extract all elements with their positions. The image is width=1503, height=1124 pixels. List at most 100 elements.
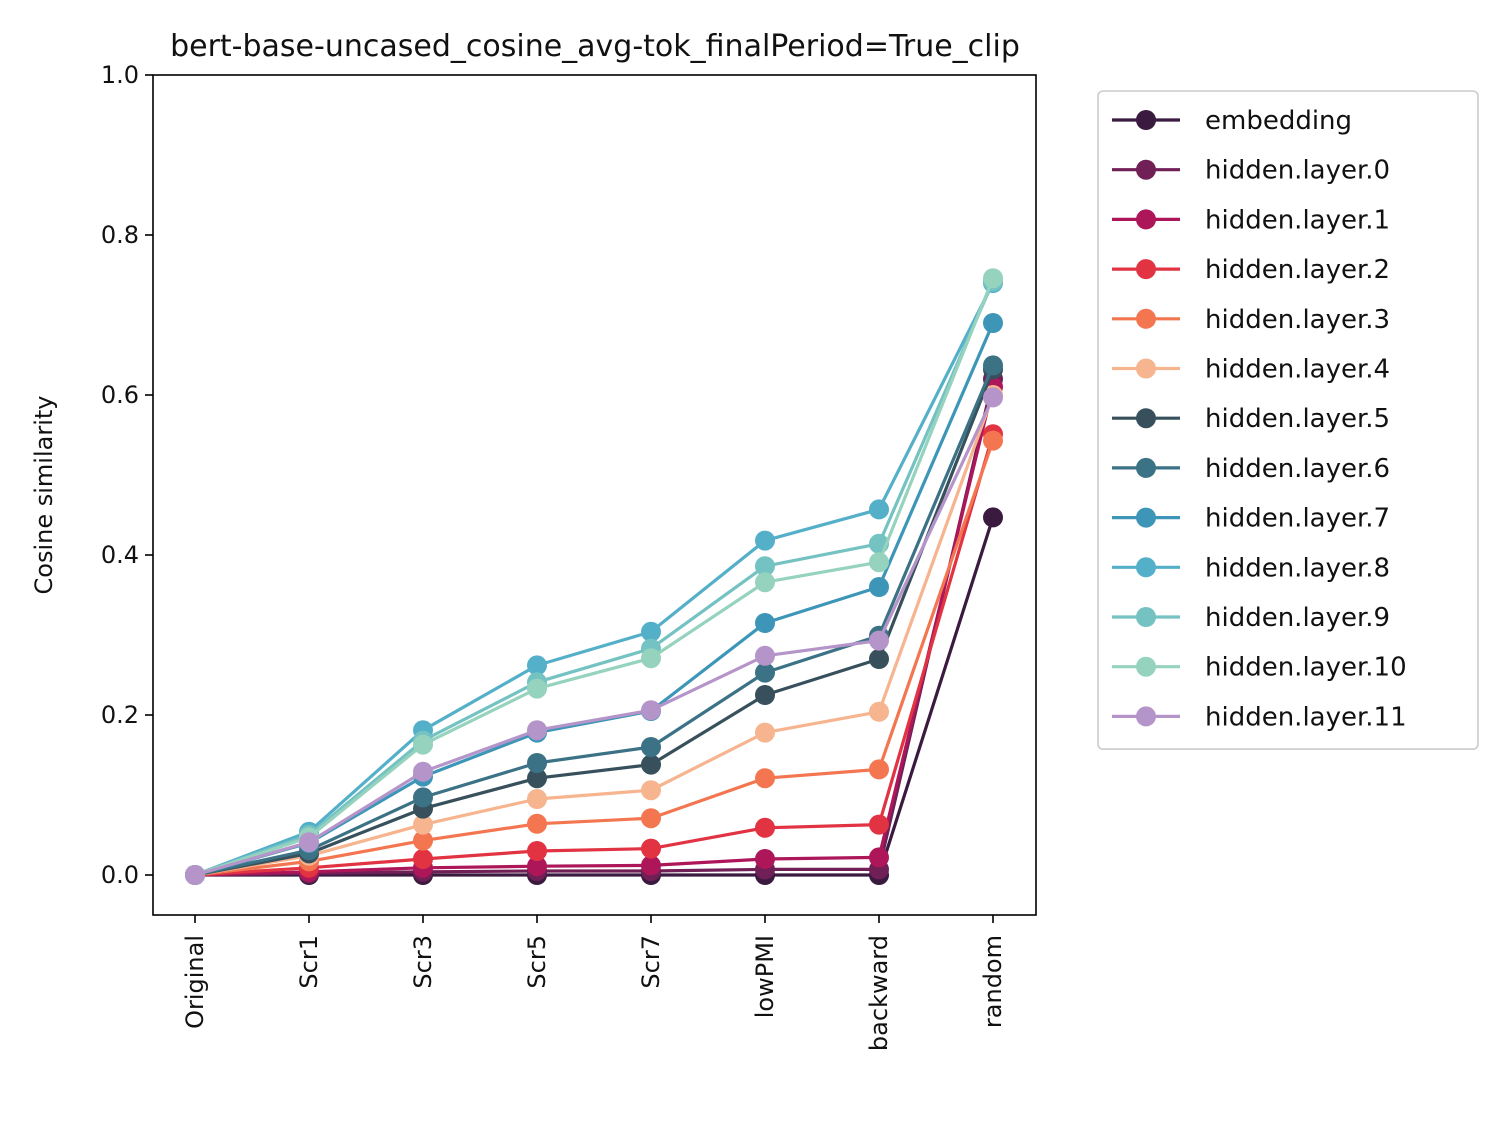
data-point bbox=[755, 849, 775, 869]
legend-swatch-marker bbox=[1136, 308, 1156, 329]
legend-swatch-marker bbox=[1136, 656, 1156, 677]
legend-swatch-marker bbox=[1136, 209, 1156, 230]
x-tick-label-random: random bbox=[979, 935, 1007, 1028]
data-point bbox=[527, 768, 547, 789]
chart-title: bert-base-uncased_cosine_avg-tok_finalPe… bbox=[170, 29, 1020, 64]
series-line bbox=[194, 440, 995, 877]
legend-swatch-marker bbox=[1136, 507, 1156, 528]
series-hidden-layer-11 bbox=[185, 387, 1003, 885]
data-point bbox=[641, 808, 661, 829]
legend-item-hidden-layer-0: hidden.layer.0 bbox=[1112, 156, 1390, 186]
x-tick-label-original: Original bbox=[181, 935, 209, 1029]
data-point bbox=[755, 722, 775, 743]
legend-swatch-marker bbox=[1136, 159, 1156, 180]
data-point bbox=[869, 814, 889, 835]
series-line bbox=[194, 433, 995, 877]
plot-area: 0.0 0.2 0.4 0.6 0.8 1.0 Original Scr1 Scr3 Scr5 Sc… bbox=[101, 61, 1007, 1051]
series-line bbox=[194, 364, 995, 877]
x-tick-label-backward: backward bbox=[865, 935, 893, 1051]
data-point bbox=[755, 817, 775, 838]
legend-item-hidden-layer-6: hidden.layer.6 bbox=[1112, 454, 1390, 484]
data-point bbox=[527, 753, 547, 773]
legend-label: hidden.layer.1 bbox=[1205, 205, 1390, 235]
series-hidden-layer-6 bbox=[185, 355, 1003, 885]
data-point bbox=[527, 655, 547, 676]
data-point bbox=[413, 734, 433, 755]
data-point bbox=[869, 649, 889, 669]
data-point bbox=[527, 678, 547, 699]
legend-item-hidden-layer-10: hidden.layer.10 bbox=[1112, 653, 1407, 683]
legend-swatch-marker bbox=[1136, 457, 1156, 478]
legend-label: hidden.layer.10 bbox=[1205, 653, 1407, 683]
series-line bbox=[194, 378, 995, 877]
series-hidden-layer-5 bbox=[185, 359, 1003, 885]
x-tick-label-lowpmi: lowPMI bbox=[751, 935, 779, 1018]
data-point bbox=[983, 313, 1003, 333]
data-point bbox=[527, 720, 547, 741]
data-point bbox=[413, 814, 433, 835]
legend-item-hidden-layer-8: hidden.layer.8 bbox=[1112, 553, 1390, 583]
legend-label: hidden.layer.7 bbox=[1205, 504, 1390, 534]
x-tick-label-scr1: Scr1 bbox=[295, 935, 323, 989]
data-point bbox=[527, 789, 547, 809]
data-point bbox=[755, 645, 775, 666]
data-point bbox=[641, 855, 661, 876]
data-point bbox=[983, 430, 1003, 451]
series-line bbox=[194, 386, 995, 877]
data-point bbox=[755, 572, 775, 593]
data-point bbox=[641, 780, 661, 801]
legend-item-hidden-layer-3: hidden.layer.3 bbox=[1112, 305, 1390, 335]
legend-swatch-marker bbox=[1136, 607, 1156, 627]
data-point bbox=[641, 700, 661, 721]
legend-swatch-marker bbox=[1136, 706, 1156, 727]
data-point bbox=[299, 832, 319, 853]
legend-item-hidden-layer-4: hidden.layer.4 bbox=[1112, 355, 1390, 385]
y-tick-label: 0.8 bbox=[101, 221, 139, 249]
data-point bbox=[869, 701, 889, 722]
data-point bbox=[755, 662, 775, 683]
legend-label: hidden.layer.9 bbox=[1205, 603, 1390, 633]
legend-item-hidden-layer-1: hidden.layer.1 bbox=[1112, 205, 1390, 235]
y-tick-label: 0.4 bbox=[101, 541, 139, 569]
data-point bbox=[413, 761, 433, 782]
data-point bbox=[185, 865, 205, 885]
legend-swatch-marker bbox=[1136, 259, 1156, 280]
legend-item-hidden-layer-7: hidden.layer.7 bbox=[1112, 504, 1390, 534]
x-tick-label-scr5: Scr5 bbox=[523, 935, 551, 989]
x-tick-label-scr3: Scr3 bbox=[409, 935, 437, 989]
legend-item-embedding: embedding bbox=[1112, 106, 1352, 136]
data-point bbox=[983, 268, 1003, 289]
series-line bbox=[194, 322, 995, 877]
y-tick-label: 1.0 bbox=[101, 61, 139, 89]
legend-label: hidden.layer.6 bbox=[1205, 454, 1390, 484]
data-point bbox=[755, 768, 775, 789]
legend-swatch-marker bbox=[1136, 557, 1156, 578]
legend-swatch-marker bbox=[1136, 408, 1156, 429]
legend-box bbox=[1097, 90, 1479, 750]
legend-label: hidden.layer.2 bbox=[1205, 255, 1390, 285]
data-point bbox=[755, 556, 775, 577]
series-line bbox=[194, 368, 995, 877]
data-point bbox=[641, 754, 661, 775]
data-point bbox=[869, 577, 889, 597]
series-line bbox=[194, 277, 995, 877]
plot-frame bbox=[152, 74, 1037, 916]
legend-label: embedding bbox=[1205, 106, 1352, 136]
legend-item-hidden-layer-2: hidden.layer.2 bbox=[1112, 255, 1390, 285]
legend-label: hidden.layer.0 bbox=[1205, 156, 1390, 186]
legend-label: hidden.layer.5 bbox=[1205, 404, 1390, 434]
data-point bbox=[641, 838, 661, 859]
data-point bbox=[755, 613, 775, 633]
y-axis-label: Cosine similarity bbox=[30, 396, 58, 595]
data-point bbox=[527, 856, 547, 877]
data-point bbox=[983, 507, 1003, 528]
series-line bbox=[194, 282, 995, 877]
legend-swatch-marker bbox=[1136, 110, 1156, 130]
data-point bbox=[413, 787, 433, 808]
data-point bbox=[641, 737, 661, 757]
series-line bbox=[194, 280, 995, 877]
series-hidden-layer-7 bbox=[185, 313, 1003, 885]
data-point bbox=[869, 552, 889, 573]
y-tick-label: 0.2 bbox=[101, 701, 139, 729]
legend-label: hidden.layer.8 bbox=[1205, 553, 1390, 583]
